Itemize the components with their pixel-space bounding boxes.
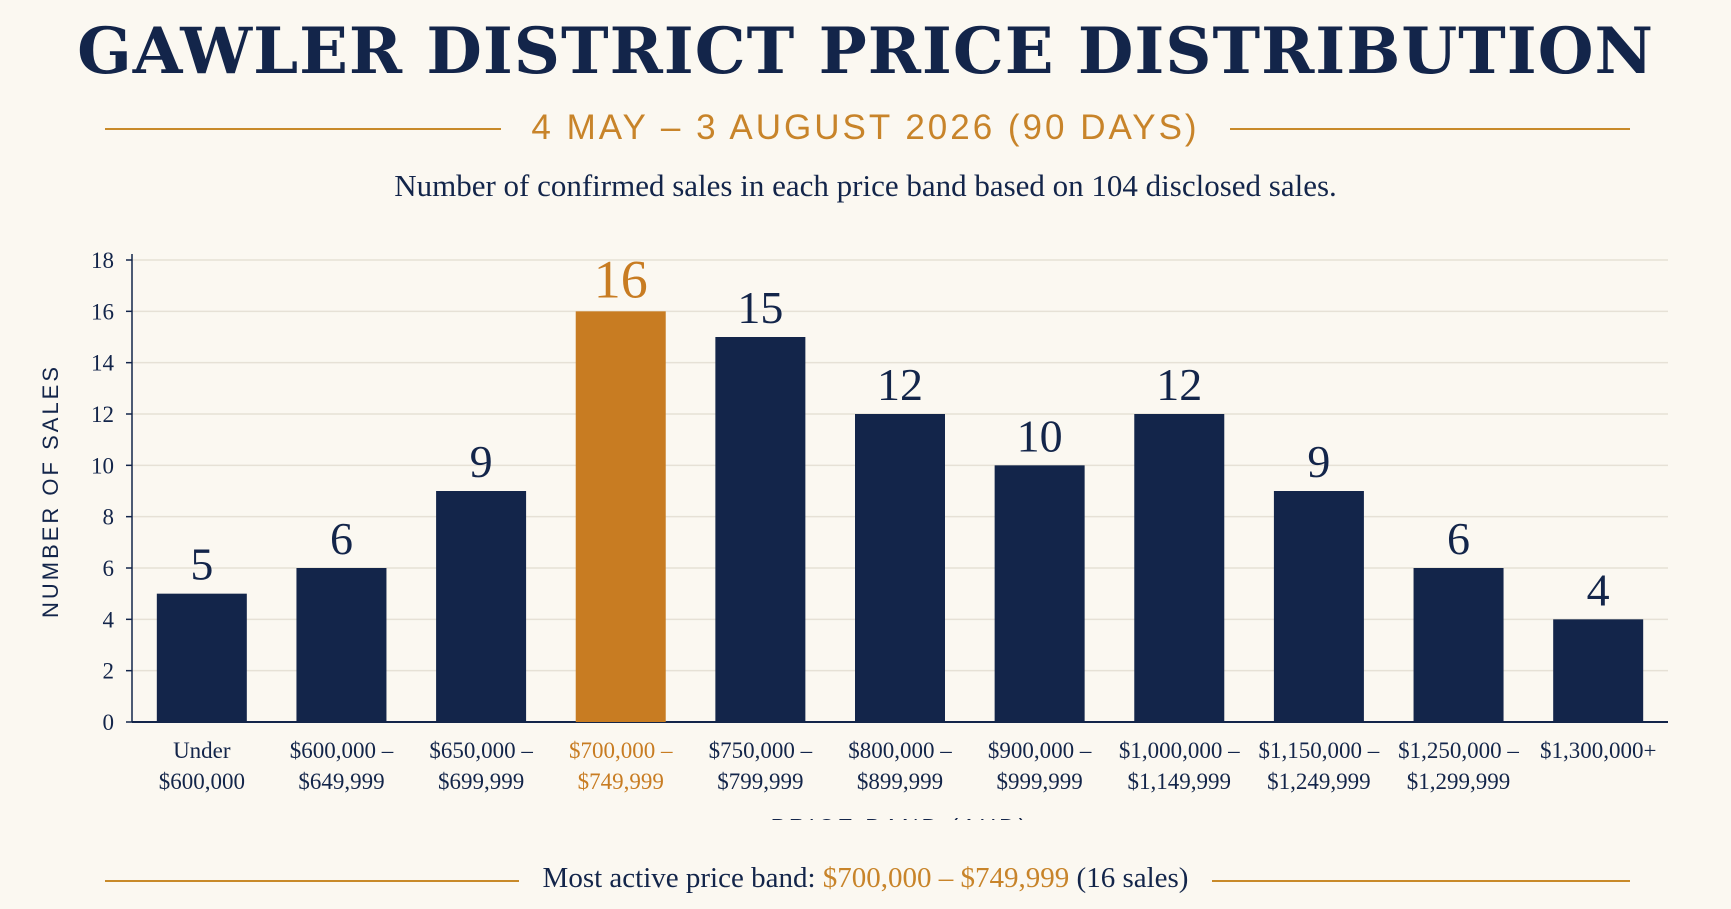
y-axis-label: NUMBER OF SALES xyxy=(38,364,63,618)
footer-band: $700,000 – $749,999 xyxy=(822,862,1070,894)
y-tick-label: 10 xyxy=(91,453,114,478)
bar-value-label: 12 xyxy=(877,359,923,410)
bar xyxy=(1273,491,1364,722)
bar xyxy=(1413,568,1504,722)
x-tick-label: $1,250,000 – xyxy=(1398,738,1519,763)
subtitle-text: 4 MAY – 3 AUGUST 2026 (90 DAYS) xyxy=(501,108,1230,147)
y-tick-label: 18 xyxy=(91,248,114,273)
y-tick-label: 4 xyxy=(103,607,115,632)
footer-text: Most active price band: $700,000 – $749,… xyxy=(0,862,1731,895)
bar xyxy=(575,311,666,722)
x-tick-label: $749,999 xyxy=(578,769,664,794)
y-tick-label: 2 xyxy=(103,659,115,684)
bar xyxy=(436,491,527,722)
bar-value-label: 4 xyxy=(1587,564,1610,615)
bar xyxy=(156,593,247,722)
bar xyxy=(715,337,806,722)
x-tick-label: $699,999 xyxy=(438,769,524,794)
subtitle-row: 4 MAY – 3 AUGUST 2026 (90 DAYS) xyxy=(0,108,1731,152)
x-tick-label: $1,150,000 – xyxy=(1259,738,1380,763)
footer: Most active price band: $700,000 – $749,… xyxy=(0,862,1731,902)
x-tick-label: $750,000 – xyxy=(709,738,813,763)
x-tick-label: $900,000 – xyxy=(988,738,1092,763)
footer-prefix: Most active price band: xyxy=(542,862,823,894)
bar xyxy=(994,465,1085,722)
x-tick-label: $700,000 – xyxy=(569,738,673,763)
bar xyxy=(1553,619,1644,722)
bar-value-label: 6 xyxy=(1447,513,1470,564)
bar-value-label: 16 xyxy=(594,249,648,309)
bar-value-label: 6 xyxy=(330,513,353,564)
x-tick-label: $1,299,999 xyxy=(1407,769,1511,794)
y-tick-label: 0 xyxy=(103,710,115,735)
x-tick-label: $1,300,000+ xyxy=(1540,738,1656,763)
x-tick-label: $899,999 xyxy=(857,769,943,794)
bar-value-label: 15 xyxy=(737,282,783,333)
x-tick-label: $649,999 xyxy=(298,769,384,794)
x-tick-label: $1,249,999 xyxy=(1267,769,1371,794)
y-tick-label: 12 xyxy=(91,402,114,427)
chart-title: GAWLER DISTRICT PRICE DISTRIBUTION xyxy=(77,14,1654,89)
bar xyxy=(1134,414,1225,722)
y-tick-label: 8 xyxy=(103,505,115,530)
x-tick-label: Under xyxy=(173,738,231,763)
x-tick-label: $1,149,999 xyxy=(1128,769,1232,794)
bar xyxy=(296,568,387,722)
chart-subtitle: 4 MAY – 3 AUGUST 2026 (90 DAYS) xyxy=(0,108,1731,148)
x-tick-label: $1,000,000 – xyxy=(1119,738,1240,763)
chart-description: Number of confirmed sales in each price … xyxy=(394,168,1337,203)
x-tick-label: $999,999 xyxy=(997,769,1083,794)
bar-value-label: 9 xyxy=(1307,436,1330,487)
bar-value-label: 9 xyxy=(470,436,493,487)
bar-value-label: 10 xyxy=(1017,410,1063,461)
x-tick-label: $600,000 – xyxy=(290,738,394,763)
bar-value-label: 12 xyxy=(1156,359,1202,410)
x-tick-label: $650,000 – xyxy=(429,738,533,763)
y-tick-label: 16 xyxy=(91,299,114,324)
y-tick-label: 6 xyxy=(103,556,115,581)
x-tick-label: $799,999 xyxy=(717,769,803,794)
x-axis-label: PRICE BAND (AUD) xyxy=(771,814,1030,820)
bar-value-label: 5 xyxy=(190,539,213,590)
footer-suffix: (16 sales) xyxy=(1069,862,1189,894)
x-tick-label: $800,000 – xyxy=(848,738,952,763)
bar-chart: 0 2 4 6 8 10 12 14 16 18 NUMBER OF SALES 5 Under $600… xyxy=(38,248,1668,820)
x-tick-label: $600,000 xyxy=(159,769,245,794)
bar xyxy=(855,414,945,722)
y-tick-label: 14 xyxy=(91,351,115,376)
